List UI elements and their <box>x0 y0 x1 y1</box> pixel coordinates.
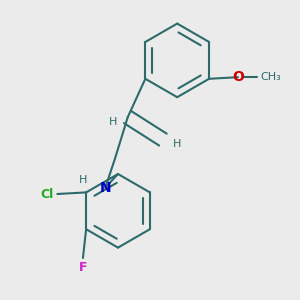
Text: Cl: Cl <box>41 188 54 200</box>
Text: O: O <box>232 70 244 84</box>
Text: F: F <box>79 261 87 274</box>
Text: CH₃: CH₃ <box>260 72 281 82</box>
Text: H: H <box>79 175 87 184</box>
Text: H: H <box>109 117 118 127</box>
Text: H: H <box>173 140 182 149</box>
Text: N: N <box>100 181 111 195</box>
